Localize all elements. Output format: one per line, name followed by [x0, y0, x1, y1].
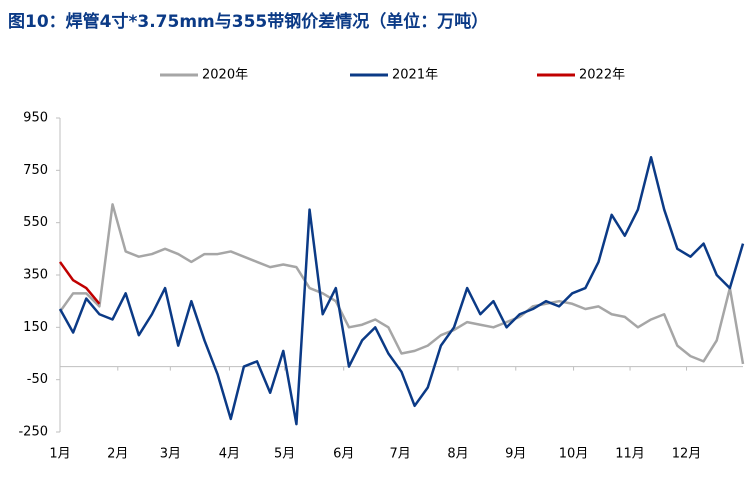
- series-line: [58, 203, 745, 365]
- y-tick-label: 750: [23, 163, 48, 178]
- x-tick-label: 6月: [333, 447, 354, 462]
- series-line: [58, 261, 101, 305]
- x-tick-label: 2月: [107, 447, 128, 462]
- y-tick-label: -50: [27, 372, 48, 387]
- y-tick-label: 350: [23, 268, 48, 283]
- series-line: [58, 156, 745, 426]
- x-tick-label: 4月: [219, 447, 240, 462]
- x-tick-label: 11月: [615, 447, 645, 462]
- legend-label: 2020年: [202, 68, 248, 83]
- x-tick-label: 5月: [274, 447, 295, 462]
- x-tick-label: 1月: [49, 447, 70, 462]
- legend-label: 2022年: [579, 68, 625, 83]
- x-tick-label: 3月: [160, 447, 181, 462]
- x-tick-label: 8月: [447, 447, 468, 462]
- y-tick-label: 150: [23, 320, 48, 335]
- x-tick-label: 12月: [672, 447, 702, 462]
- y-tick-label: -250: [18, 425, 48, 440]
- x-tick-label: 7月: [390, 447, 411, 462]
- legend-label: 2021年: [392, 68, 438, 83]
- y-tick-label: 950: [23, 111, 48, 126]
- y-tick-label: 550: [23, 215, 48, 230]
- x-tick-label: 10月: [559, 447, 589, 462]
- chart-title: 图10：焊管4寸*3.75mm与355带钢价差情况（单位：万吨）: [8, 11, 488, 32]
- x-tick-label: 9月: [505, 447, 526, 462]
